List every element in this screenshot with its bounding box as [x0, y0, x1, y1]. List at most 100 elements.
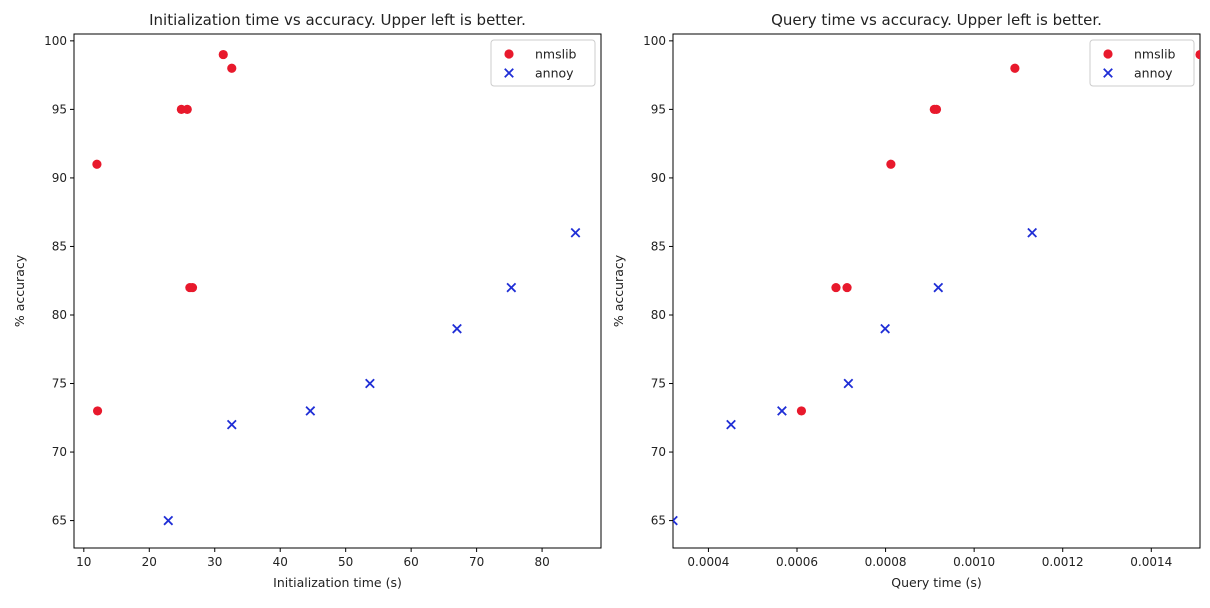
- y-tick-label: 75: [52, 377, 67, 391]
- x-tick-label: 10: [76, 555, 91, 569]
- legend-label-annoy: annoy: [535, 66, 574, 81]
- x-tick-label: 60: [404, 555, 419, 569]
- legend-label-nmslib: nmslib: [535, 47, 577, 62]
- point-stroke: [843, 378, 854, 389]
- point-nmslib: [1195, 49, 1200, 60]
- point-stroke: [163, 515, 174, 526]
- point-stroke: [570, 227, 581, 238]
- point-stroke: [226, 419, 237, 430]
- legend-marker-nmslib: [504, 49, 514, 59]
- legend-marker-stroke: [1103, 68, 1113, 78]
- point-annoy: [726, 419, 736, 430]
- y-tick-label: 85: [52, 239, 67, 253]
- legend: nmslib annoy: [1089, 39, 1195, 87]
- point-stroke: [777, 406, 787, 416]
- chart-title: Initialization time vs accuracy. Upper l…: [149, 11, 526, 29]
- point-nmslib: [1010, 63, 1020, 73]
- x-tick-label: 80: [534, 555, 549, 569]
- point-annoy: [305, 406, 316, 416]
- point-stroke: [673, 519, 678, 526]
- x-tick-label: 0.0006: [776, 555, 818, 569]
- chart-panel-1: Initialization time vs accuracy. Upper l…: [12, 11, 602, 590]
- x-tick-label: 20: [142, 555, 157, 569]
- x-tick-label: 70: [469, 555, 484, 569]
- point-nmslib: [886, 159, 896, 169]
- chart-panel-2: Query time vs accuracy. Upper left is be…: [611, 11, 1201, 590]
- point-annoy: [570, 227, 581, 238]
- plot-frame: [73, 33, 602, 549]
- point-annoy: [452, 323, 462, 334]
- y-tick-label: 65: [52, 514, 67, 528]
- point-stroke: [452, 323, 462, 334]
- point-annoy: [506, 282, 517, 293]
- point-nmslib: [831, 282, 841, 293]
- y-tick-label: 70: [651, 445, 666, 459]
- y-tick-label: 65: [651, 514, 666, 528]
- point-annoy: [933, 282, 944, 293]
- x-axis-label: Query time (s): [891, 575, 981, 590]
- x-tick-label: 0.0010: [953, 555, 995, 569]
- point-nmslib: [187, 282, 198, 293]
- x-tick-label: 40: [273, 555, 288, 569]
- x-tick-label: 0.0008: [865, 555, 907, 569]
- point-stroke: [933, 282, 944, 293]
- point-annoy: [843, 378, 854, 389]
- point-annoy: [880, 323, 891, 334]
- x-tick-label: 0.0014: [1130, 555, 1172, 569]
- point-stroke: [726, 419, 736, 430]
- point-stroke: [506, 282, 517, 293]
- point-nmslib: [842, 282, 852, 293]
- point-stroke: [305, 406, 316, 416]
- x-axis-label: Initialization time (s): [273, 575, 402, 590]
- point-annoy: [673, 515, 678, 526]
- legend-box: [1089, 39, 1195, 87]
- y-axis-label: % accuracy: [611, 254, 626, 327]
- y-tick-label: 70: [52, 445, 67, 459]
- point-annoy: [1027, 227, 1038, 238]
- point-stroke: [673, 515, 678, 522]
- y-tick-label: 100: [44, 34, 67, 48]
- y-tick-label: 80: [52, 308, 67, 322]
- plot-frame: [672, 33, 1201, 549]
- legend: nmslib annoy: [490, 39, 596, 87]
- point-nmslib: [796, 406, 807, 416]
- y-tick-label: 85: [651, 239, 666, 253]
- point-annoy: [163, 515, 174, 526]
- legend-marker-annoy: [1103, 68, 1113, 78]
- point-annoy: [226, 419, 237, 430]
- y-tick-label: 95: [651, 102, 666, 116]
- y-tick-label: 75: [651, 377, 666, 391]
- legend-marker-stroke: [504, 68, 514, 78]
- x-tick-label: 50: [338, 555, 353, 569]
- y-axis-label: % accuracy: [12, 254, 27, 327]
- legend-label-nmslib: nmslib: [1134, 47, 1176, 62]
- x-tick-label: 0.0004: [687, 555, 729, 569]
- x-tick-label: 30: [207, 555, 222, 569]
- point-stroke: [880, 323, 891, 334]
- x-tick-label: 0.0012: [1042, 555, 1084, 569]
- y-tick-label: 95: [52, 102, 67, 116]
- point-stroke: [365, 378, 375, 389]
- chart-title: Query time vs accuracy. Upper left is be…: [771, 11, 1102, 29]
- y-tick-label: 90: [651, 171, 666, 185]
- data-points: [673, 49, 1200, 526]
- point-nmslib: [227, 63, 237, 73]
- point-annoy: [365, 378, 375, 389]
- legend-marker-annoy: [504, 68, 514, 78]
- point-nmslib: [92, 406, 103, 416]
- point-nmslib: [931, 104, 942, 114]
- point-nmslib: [182, 104, 192, 114]
- point-annoy: [777, 406, 787, 416]
- legend-box: [490, 39, 596, 87]
- y-tick-label: 90: [52, 171, 67, 185]
- legend-marker-nmslib: [1103, 49, 1113, 59]
- point-nmslib: [92, 159, 102, 169]
- legend-label-annoy: annoy: [1134, 66, 1173, 81]
- point-stroke: [1027, 227, 1038, 238]
- y-tick-label: 80: [651, 308, 666, 322]
- point-nmslib: [218, 49, 228, 60]
- y-tick-label: 100: [643, 34, 666, 48]
- data-points: [92, 49, 581, 526]
